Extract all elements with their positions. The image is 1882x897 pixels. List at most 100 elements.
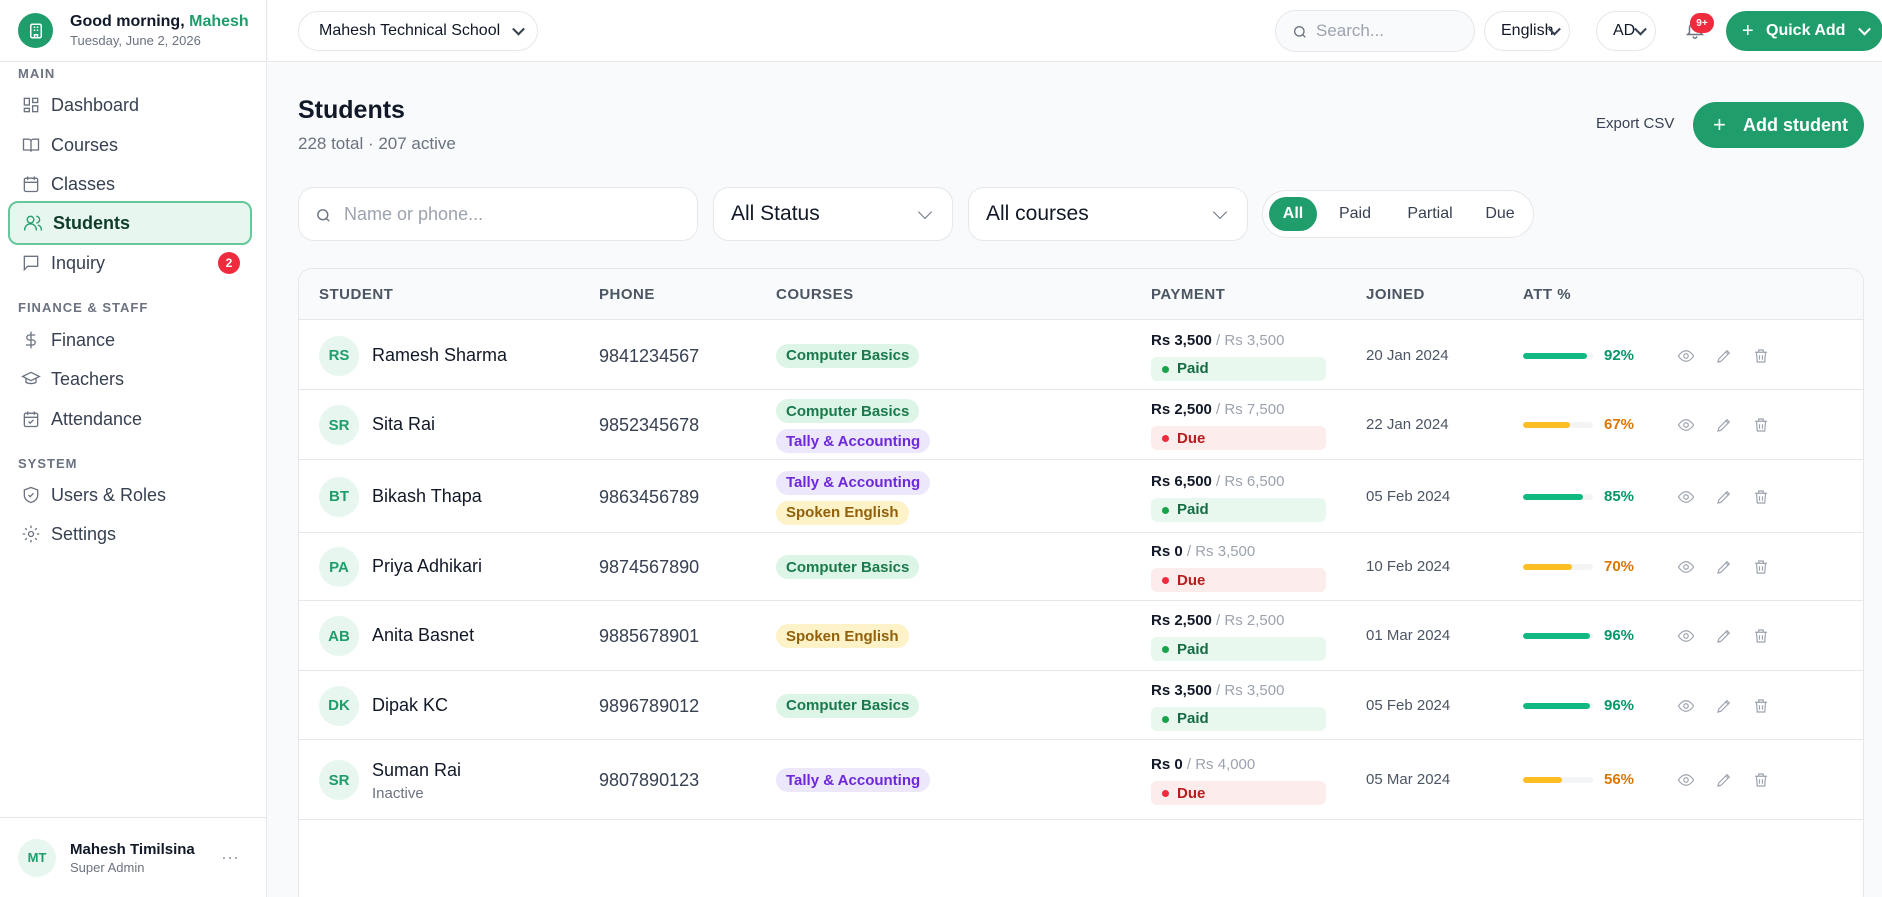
edit-icon[interactable] [1715,627,1735,647]
global-search-input[interactable]: Search... [1275,10,1475,52]
sidebar-item-classes[interactable]: Classes [8,162,252,206]
add-student-button[interactable]: + Add student [1693,102,1864,148]
avatar: RS [319,335,359,376]
view-icon[interactable] [1677,697,1697,717]
sidebar-item-attendance[interactable]: Attendance [8,397,252,441]
attendance-percent: 67% [1604,416,1635,433]
delete-icon[interactable] [1752,697,1772,717]
table-row: AB Anita Basnet 9885678901 Spoken English Rs… [299,601,1863,671]
school-select[interactable]: Mahesh Technical School [298,11,538,51]
attendance-percent: 92% [1604,346,1635,364]
edit-icon[interactable] [1715,347,1735,367]
edit-icon[interactable] [1715,488,1735,508]
view-icon[interactable] [1677,627,1697,647]
attendance-bar-fill [1523,564,1572,570]
course-filter-select[interactable]: All courses [968,187,1248,241]
calendar-check-icon [23,411,39,428]
column-header-attendance[interactable]: ATT % [1523,286,1572,303]
column-header-payment[interactable]: PAYMENT [1151,286,1226,303]
payment-status-badge: Paid [1151,637,1326,661]
segment-paid[interactable]: Paid [1338,205,1372,222]
quick-add-button[interactable]: + Quick Add [1726,11,1882,51]
school-select-value: Mahesh Technical School [319,22,501,39]
view-icon[interactable] [1677,558,1697,578]
payment-status-badge: Paid [1151,706,1326,731]
user-name: Mahesh Timilsina [70,840,195,858]
sidebar-item-finance[interactable]: Finance [8,318,252,362]
student-name[interactable]: Suman Rai [372,760,462,780]
sidebar-item-label: Courses [51,134,119,155]
attendance-bar [1523,493,1593,500]
attendance-bar [1523,422,1593,428]
column-header-phone[interactable]: PHONE [599,286,655,303]
delete-icon[interactable] [1752,416,1772,436]
current-date: Tuesday, June 2, 2026 [70,33,201,48]
delete-icon[interactable] [1752,347,1772,367]
avatar: SR [319,405,359,445]
payment-status-badge: Due [1151,568,1326,592]
student-search-input[interactable]: Name or phone... [298,187,698,241]
joined-date: 05 Feb 2024 [1366,696,1451,714]
delete-icon[interactable] [1752,627,1772,647]
avatar: BT [319,476,359,517]
chevron-down-icon [917,204,933,220]
student-name[interactable]: Priya Adhikari [372,556,483,576]
edit-icon[interactable] [1715,558,1735,578]
view-icon[interactable] [1677,488,1697,508]
segment-partial[interactable]: Partial [1407,205,1453,222]
course-tag: Tally & Accounting [776,429,931,453]
export-csv-button[interactable]: Export CSV [1596,115,1675,132]
payment-status-badge: Due [1151,426,1326,450]
graduation-cap-icon [21,371,41,385]
joined-date: 05 Mar 2024 [1366,771,1451,788]
user-profile[interactable]: MT Mahesh Timilsina Super Admin ··· [0,817,267,897]
sidebar-item-courses[interactable]: Courses [8,123,252,167]
sidebar-item-students[interactable]: Students [8,201,252,245]
delete-icon[interactable] [1752,488,1772,508]
payment-status-badge: Paid [1151,497,1326,522]
delete-icon[interactable] [1752,558,1772,578]
gear-icon [22,525,40,543]
edit-icon[interactable] [1715,697,1735,717]
language-select[interactable]: English [1484,11,1570,51]
course-tag: Computer Basics [776,693,920,718]
sidebar-item-dashboard[interactable]: Dashboard [8,83,252,127]
view-icon[interactable] [1677,771,1697,791]
sidebar-item-settings[interactable]: Settings [8,512,252,556]
edit-icon[interactable] [1715,771,1735,791]
column-header-student[interactable]: STUDENT [319,286,394,303]
dollar-icon [26,331,36,349]
student-name[interactable]: Sita Rai [372,414,436,434]
view-icon[interactable] [1677,347,1697,367]
segment-all[interactable]: All [1269,197,1317,231]
course-tag: Tally & Accounting [776,470,931,495]
more-options-icon[interactable]: ··· [221,847,239,867]
table-row: BT Bikash Thapa 9863456789 Tally & Accounti… [299,460,1863,533]
status-filter-value: All Status [731,202,820,225]
account-menu[interactable]: AD [1596,11,1656,51]
edit-icon[interactable] [1715,416,1735,436]
column-header-joined[interactable]: JOINED [1366,286,1425,303]
course-tag: Computer Basics [776,555,920,579]
sidebar-item-users-roles[interactable]: Users & Roles [8,473,252,517]
attendance-bar [1523,352,1593,359]
calendar-icon [23,176,39,193]
segment-due[interactable]: Due [1485,205,1515,222]
sidebar: Good morning, Mahesh Tuesday, June 2, 20… [0,0,267,897]
column-header-courses[interactable]: COURSES [776,286,854,303]
payment-amount: Rs 2,500 / Rs 2,500 [1151,612,1285,629]
student-name[interactable]: Ramesh Sharma [372,344,508,365]
student-name[interactable]: Dipak KC [372,694,449,715]
student-status: Inactive [372,785,424,802]
view-icon[interactable] [1677,416,1697,436]
sidebar-item-teachers[interactable]: Teachers [8,357,252,401]
delete-icon[interactable] [1752,771,1772,791]
joined-date: 22 Jan 2024 [1366,416,1449,433]
student-name[interactable]: Anita Basnet [372,625,475,645]
student-name[interactable]: Bikash Thapa [372,485,482,506]
table-row: RS Ramesh Sharma 9841234567 Computer Basics… [299,321,1863,390]
section-label-system: SYSTEM [18,456,78,471]
payment-amount: Rs 2,500 / Rs 7,500 [1151,401,1285,418]
sidebar-item-inquiry[interactable]: Inquiry 2 [8,241,252,285]
status-filter-select[interactable]: All Status [713,187,953,241]
